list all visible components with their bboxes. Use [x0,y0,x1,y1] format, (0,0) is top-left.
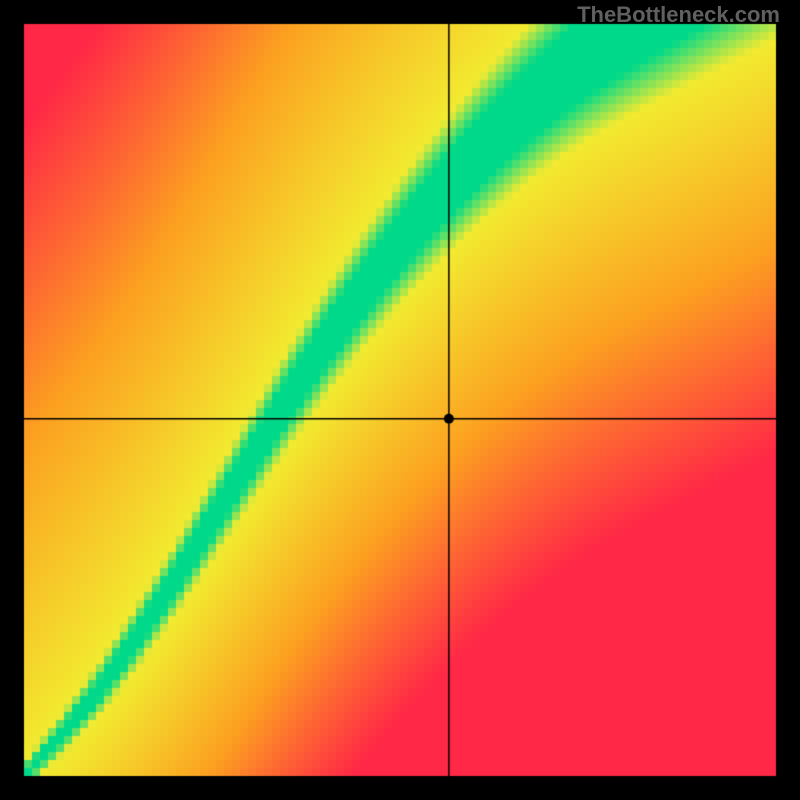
watermark-label: TheBottleneck.com [577,2,780,28]
heatmap-plot [0,0,800,800]
chart-container: TheBottleneck.com [0,0,800,800]
